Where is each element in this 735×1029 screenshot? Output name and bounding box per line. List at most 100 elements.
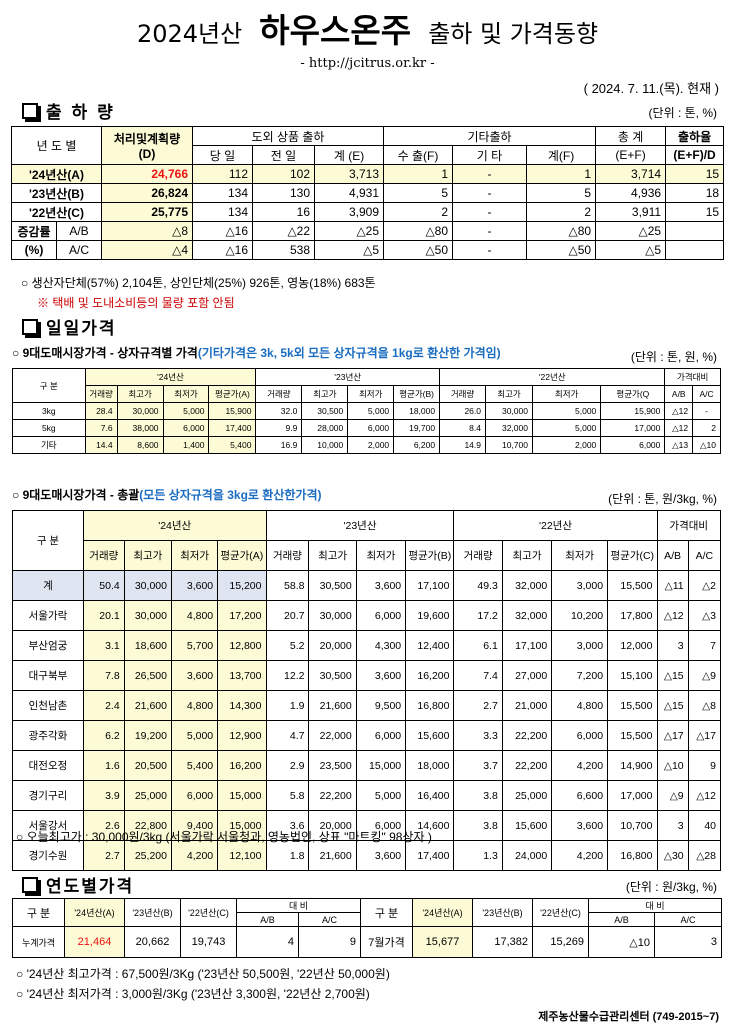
table-cell: 3.1 <box>82 630 125 661</box>
table-cell: 12,400 <box>405 630 455 661</box>
table-cell: 23,500 <box>308 750 357 781</box>
table-row: '23년산(B) 26,824 134 130 4,931 5 - 5 4,93… <box>10 183 725 203</box>
table-cell: 28,000 <box>301 419 349 437</box>
daily-high-note: ○ 오늘최고가 : 30,000원/3kg (서울가락 서울청과, 영농법인, … <box>16 830 432 844</box>
table-cell: 3,600 <box>170 660 219 691</box>
checkbox-square-icon <box>22 102 38 119</box>
hdr-other: 기타출하 <box>383 126 597 146</box>
table-cell: 6,000 <box>347 419 395 437</box>
row-label: 경기구리 <box>12 780 84 811</box>
table-cell: 3,600 <box>355 660 407 691</box>
table-cell: 1.6 <box>82 750 125 781</box>
table-cell: 12.2 <box>265 660 310 691</box>
table-cell: 20,000 <box>308 630 357 661</box>
page-title: 2024년산 하우스온주 출하 및 가격동향 <box>0 14 735 47</box>
table-cell: 25,000 <box>501 780 553 811</box>
table-cell: 30,500 <box>308 570 357 601</box>
table-cell: 15,500 <box>607 720 658 751</box>
row-label: 인천남촌 <box>12 690 84 721</box>
table-cell: 1,400 <box>162 436 210 454</box>
table-cell: △17 <box>656 720 689 751</box>
table-cell: 2,000 <box>347 436 395 454</box>
site-url[interactable]: - http://jcitrus.or.kr - <box>300 56 435 71</box>
table-row: 인천남촌 2.4 21,600 4,800 14,300 1.9 21,600 9,500 16… <box>12 690 722 721</box>
table-cell: △10 <box>656 750 689 781</box>
table-cell: 30,000 <box>308 600 357 631</box>
table-cell: 4,200 <box>551 750 609 781</box>
table-cell: 17,800 <box>607 600 658 631</box>
row-label: 대전오정 <box>12 750 84 781</box>
hdr-total: 총 계 <box>595 126 667 146</box>
shipping-note-2: ※ 택배 및 도내소비등의 물량 포함 안됨 <box>37 296 235 310</box>
hdr-etc: 기 타 <box>452 145 528 165</box>
table-cell: 4,200 <box>170 840 219 871</box>
table-cell: 12,100 <box>217 840 267 871</box>
table-cell: 17,100 <box>501 630 553 661</box>
table-cell: 15,000 <box>217 810 267 841</box>
table-cell: 1.9 <box>265 690 310 721</box>
table-cell: 21,600 <box>308 690 357 721</box>
table-cell: 17,000 <box>600 419 666 437</box>
table-cell: 30,000 <box>123 600 172 631</box>
table-cell: 14,600 <box>405 810 455 841</box>
table-cell: 2,000 <box>531 436 602 454</box>
table-cell: △12 <box>687 780 722 811</box>
table-cell: △28 <box>687 840 722 871</box>
yearly-note-min: ○ '24년산 최저가격 : 3,000원/3Kg ('23년산 3,300원,… <box>16 987 370 1001</box>
table-cell: 6.1 <box>453 630 503 661</box>
table-cell: 30,000 <box>116 402 164 420</box>
table-row: 경기구리 3.9 25,000 6,000 15,000 5.8 22,200 5,000 16… <box>12 780 722 811</box>
row-label: 5kg <box>12 419 86 437</box>
table-cell: 17,200 <box>217 600 267 631</box>
table-cell: 19,200 <box>123 720 172 751</box>
table-cell: 5,700 <box>170 630 219 661</box>
checkbox-square-icon <box>22 318 38 335</box>
table-cell: 20,500 <box>123 750 172 781</box>
table-row: 누계가격 21,464 20,662 19,743 4 9 7월가격 15,67… <box>12 926 722 958</box>
table-cell: 19,700 <box>393 419 441 437</box>
table-cell: 40 <box>687 810 722 841</box>
row-label: 3kg <box>12 402 86 420</box>
table-cell: △13 <box>664 436 694 454</box>
table-cell: 12,800 <box>217 630 267 661</box>
table-cell: 6,000 <box>600 436 666 454</box>
table-cell: 7.4 <box>453 660 503 691</box>
table-cell: △12 <box>664 419 694 437</box>
table-cell: △17 <box>687 720 722 751</box>
row-label: 서울가락 <box>12 600 84 631</box>
table-cell: 15,200 <box>217 570 267 601</box>
shipping-note: ○ 생산자단체(57%) 2,104톤, 상인단체(25%) 926톤, 영농(… <box>21 276 376 290</box>
table-cell: 16,800 <box>607 840 658 871</box>
table-cell: △10 <box>692 436 721 454</box>
table-cell: 49.3 <box>453 570 503 601</box>
table-cell: △9 <box>687 660 722 691</box>
table-cell: 2.7 <box>453 690 503 721</box>
table-row: 증감률 A/B △8 △16 △22 △25 △80 - △80 △25 <box>11 221 725 241</box>
shipping-table: 년 도 별 처리및계획량 (D) 도외 상품 출하 기타출하 총 계 출하율 당 … <box>10 126 725 260</box>
table-cell: 15,100 <box>607 660 658 691</box>
table-cell: △30 <box>656 840 689 871</box>
table-cell: 21,000 <box>501 690 553 721</box>
hdr-island: 도외 상품 출하 <box>192 126 385 146</box>
table-cell: 5,000 <box>531 402 602 420</box>
table-cell: 1.3 <box>453 840 503 871</box>
table-row: 계 50.4 30,000 3,600 15,200 58.8 30,500 3,600 17,… <box>12 570 722 601</box>
section-yearly-title: 연도별가격 <box>22 872 134 897</box>
table-cell: 26.0 <box>439 402 486 420</box>
total-price-table: 구 분 '24년산 '23년산 '22년산 가격대비 거래량 최고가 최저가 평균가(… <box>12 510 722 871</box>
table-cell: 32,000 <box>501 570 553 601</box>
table-cell: 3 <box>656 810 689 841</box>
table-row: '22년산(C) 25,775 134 16 3,909 2 - 2 3,911… <box>10 202 725 222</box>
table-cell: 14.4 <box>84 436 118 454</box>
table-cell: 28.4 <box>84 402 118 420</box>
table-cell: 30,000 <box>485 402 533 420</box>
shipping-unit: (단위 : 톤, %) <box>648 106 717 120</box>
table-cell: 3.8 <box>453 780 503 811</box>
box-size-price-table: 구 분 '24년산 '23년산 '22년산 가격대비 거래량 최고가 최저가 평균가(… <box>12 368 721 454</box>
table-cell: 9 <box>687 750 722 781</box>
table-cell: 14,900 <box>607 750 658 781</box>
table-cell: 6,000 <box>170 780 219 811</box>
table-cell: 21,600 <box>123 690 172 721</box>
hdr-rate-f: (E+F)/D <box>665 145 725 165</box>
table-cell: 7.8 <box>82 660 125 691</box>
